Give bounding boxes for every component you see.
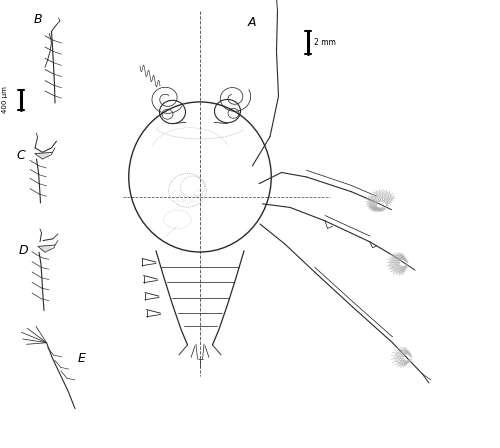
Text: E: E xyxy=(78,352,86,365)
Text: A: A xyxy=(248,16,256,29)
Text: 2 mm: 2 mm xyxy=(314,38,336,47)
Text: B: B xyxy=(34,13,42,26)
Text: C: C xyxy=(16,149,25,162)
Text: D: D xyxy=(19,244,28,257)
Text: 400 µm: 400 µm xyxy=(2,86,8,113)
